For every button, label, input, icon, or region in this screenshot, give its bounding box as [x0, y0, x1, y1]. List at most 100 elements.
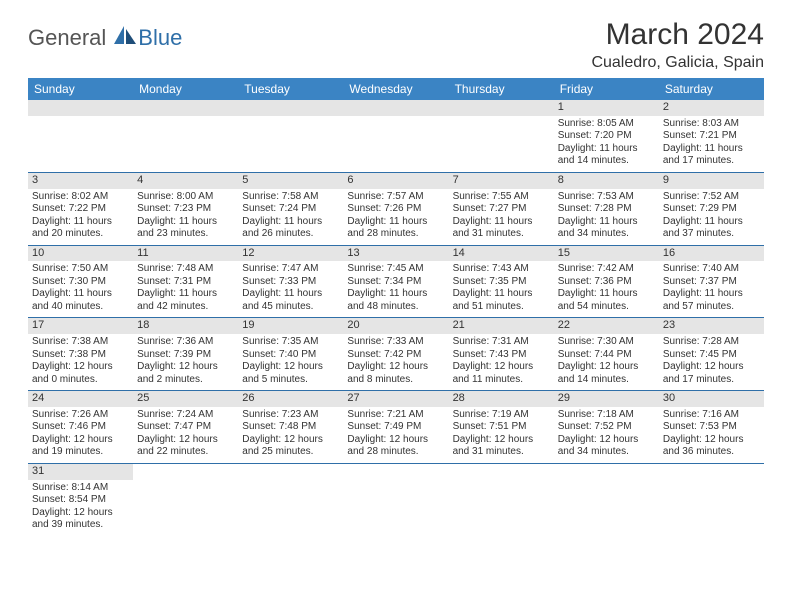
day1-text: Daylight: 11 hours [663, 143, 760, 156]
sunset-text: Sunset: 7:26 PM [347, 203, 444, 216]
day2-text: and 8 minutes. [347, 374, 444, 387]
day1-text: Daylight: 12 hours [32, 507, 129, 520]
day2-text: and 17 minutes. [663, 374, 760, 387]
sail-icon [112, 24, 138, 51]
sunset-text: Sunset: 7:46 PM [32, 421, 129, 434]
day-number: 3 [28, 173, 133, 189]
day2-text: and 11 minutes. [453, 374, 550, 387]
sunset-text: Sunset: 7:27 PM [453, 203, 550, 216]
brand-part2: Blue [138, 25, 182, 51]
sunrise-text: Sunrise: 7:18 AM [558, 409, 655, 422]
sunrise-text: Sunrise: 7:40 AM [663, 263, 760, 276]
calendar-day-cell: 10Sunrise: 7:50 AMSunset: 7:30 PMDayligh… [28, 245, 133, 318]
sunrise-text: Sunrise: 7:36 AM [137, 336, 234, 349]
calendar-day-cell [343, 463, 448, 535]
day2-text: and 26 minutes. [242, 228, 339, 241]
calendar-day-cell: 6Sunrise: 7:57 AMSunset: 7:26 PMDaylight… [343, 172, 448, 245]
calendar-day-cell: 29Sunrise: 7:18 AMSunset: 7:52 PMDayligh… [554, 391, 659, 464]
sunrise-text: Sunrise: 7:19 AM [453, 409, 550, 422]
day1-text: Daylight: 11 hours [347, 288, 444, 301]
calendar-day-cell [28, 100, 133, 172]
day2-text: and 22 minutes. [137, 446, 234, 459]
day-number: 12 [238, 246, 343, 262]
calendar-day-cell [449, 463, 554, 535]
day-number: 21 [449, 318, 554, 334]
day-number: 14 [449, 246, 554, 262]
calendar-week-row: 24Sunrise: 7:26 AMSunset: 7:46 PMDayligh… [28, 391, 764, 464]
day1-text: Daylight: 12 hours [663, 361, 760, 374]
sunrise-text: Sunrise: 8:02 AM [32, 191, 129, 204]
sunrise-text: Sunrise: 7:55 AM [453, 191, 550, 204]
calendar-day-cell: 8Sunrise: 7:53 AMSunset: 7:28 PMDaylight… [554, 172, 659, 245]
sunrise-text: Sunrise: 7:23 AM [242, 409, 339, 422]
day1-text: Daylight: 12 hours [242, 361, 339, 374]
day1-text: Daylight: 11 hours [663, 216, 760, 229]
sunset-text: Sunset: 7:48 PM [242, 421, 339, 434]
day2-text: and 42 minutes. [137, 301, 234, 314]
sunrise-text: Sunrise: 8:14 AM [32, 482, 129, 495]
day1-text: Daylight: 12 hours [453, 434, 550, 447]
day1-text: Daylight: 12 hours [347, 434, 444, 447]
calendar-day-cell: 26Sunrise: 7:23 AMSunset: 7:48 PMDayligh… [238, 391, 343, 464]
day-number: 8 [554, 173, 659, 189]
calendar-day-cell: 21Sunrise: 7:31 AMSunset: 7:43 PMDayligh… [449, 318, 554, 391]
calendar-day-cell: 9Sunrise: 7:52 AMSunset: 7:29 PMDaylight… [659, 172, 764, 245]
day-number: 17 [28, 318, 133, 334]
day1-text: Daylight: 11 hours [242, 288, 339, 301]
calendar-day-cell: 25Sunrise: 7:24 AMSunset: 7:47 PMDayligh… [133, 391, 238, 464]
calendar-day-cell [238, 463, 343, 535]
day1-text: Daylight: 12 hours [558, 361, 655, 374]
calendar-day-cell: 14Sunrise: 7:43 AMSunset: 7:35 PMDayligh… [449, 245, 554, 318]
day2-text: and 51 minutes. [453, 301, 550, 314]
day2-text: and 2 minutes. [137, 374, 234, 387]
sunrise-text: Sunrise: 8:05 AM [558, 118, 655, 131]
day2-text: and 14 minutes. [558, 374, 655, 387]
day2-text: and 36 minutes. [663, 446, 760, 459]
calendar-day-cell [554, 463, 659, 535]
calendar-day-cell: 7Sunrise: 7:55 AMSunset: 7:27 PMDaylight… [449, 172, 554, 245]
calendar-day-cell: 5Sunrise: 7:58 AMSunset: 7:24 PMDaylight… [238, 172, 343, 245]
day2-text: and 28 minutes. [347, 228, 444, 241]
calendar-day-cell: 12Sunrise: 7:47 AMSunset: 7:33 PMDayligh… [238, 245, 343, 318]
sunset-text: Sunset: 7:34 PM [347, 276, 444, 289]
sunset-text: Sunset: 7:52 PM [558, 421, 655, 434]
day1-text: Daylight: 12 hours [347, 361, 444, 374]
sunset-text: Sunset: 7:24 PM [242, 203, 339, 216]
calendar-day-cell: 1Sunrise: 8:05 AMSunset: 7:20 PMDaylight… [554, 100, 659, 172]
calendar-day-cell: 24Sunrise: 7:26 AMSunset: 7:46 PMDayligh… [28, 391, 133, 464]
calendar-week-row: 10Sunrise: 7:50 AMSunset: 7:30 PMDayligh… [28, 245, 764, 318]
sunset-text: Sunset: 7:44 PM [558, 349, 655, 362]
day-number: 30 [659, 391, 764, 407]
day2-text: and 37 minutes. [663, 228, 760, 241]
calendar-day-cell: 4Sunrise: 8:00 AMSunset: 7:23 PMDaylight… [133, 172, 238, 245]
day1-text: Daylight: 11 hours [32, 288, 129, 301]
day2-text: and 20 minutes. [32, 228, 129, 241]
day1-text: Daylight: 12 hours [663, 434, 760, 447]
day1-text: Daylight: 11 hours [32, 216, 129, 229]
day-number: 28 [449, 391, 554, 407]
sunrise-text: Sunrise: 7:45 AM [347, 263, 444, 276]
day-number: 16 [659, 246, 764, 262]
day2-text: and 23 minutes. [137, 228, 234, 241]
calendar-day-cell: 27Sunrise: 7:21 AMSunset: 7:49 PMDayligh… [343, 391, 448, 464]
sunset-text: Sunset: 7:37 PM [663, 276, 760, 289]
weekday-header: Tuesday [238, 78, 343, 100]
sunset-text: Sunset: 7:39 PM [137, 349, 234, 362]
weekday-header: Sunday [28, 78, 133, 100]
day1-text: Daylight: 11 hours [137, 288, 234, 301]
sunrise-text: Sunrise: 7:28 AM [663, 336, 760, 349]
location-label: Cualedro, Galicia, Spain [591, 54, 764, 72]
day2-text: and 45 minutes. [242, 301, 339, 314]
weekday-header: Friday [554, 78, 659, 100]
sunset-text: Sunset: 7:43 PM [453, 349, 550, 362]
calendar-day-cell [133, 463, 238, 535]
calendar-day-cell: 17Sunrise: 7:38 AMSunset: 7:38 PMDayligh… [28, 318, 133, 391]
calendar-page: General Blue March 2024 Cualedro, Galici… [0, 0, 792, 554]
sunset-text: Sunset: 7:21 PM [663, 130, 760, 143]
day1-text: Daylight: 11 hours [558, 143, 655, 156]
day2-text: and 57 minutes. [663, 301, 760, 314]
calendar-day-cell: 23Sunrise: 7:28 AMSunset: 7:45 PMDayligh… [659, 318, 764, 391]
day1-text: Daylight: 12 hours [32, 361, 129, 374]
calendar-day-cell: 11Sunrise: 7:48 AMSunset: 7:31 PMDayligh… [133, 245, 238, 318]
sunset-text: Sunset: 7:38 PM [32, 349, 129, 362]
